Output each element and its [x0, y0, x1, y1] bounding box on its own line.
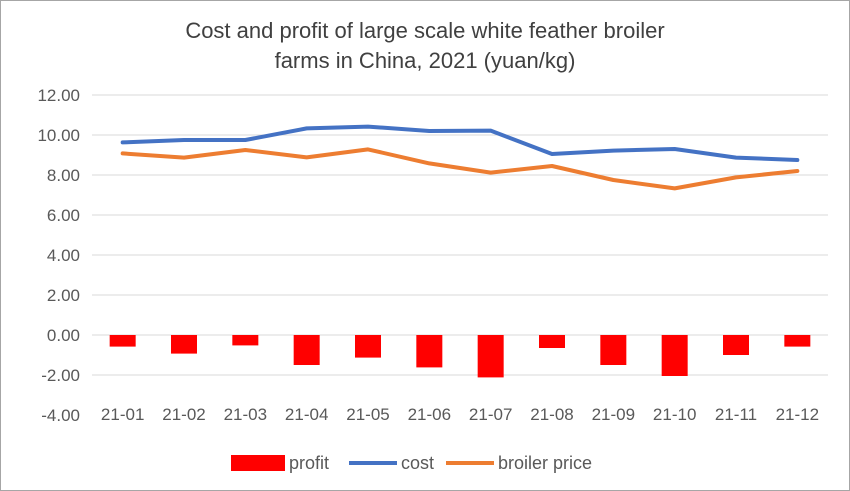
x-tick-label: 21-12: [776, 405, 819, 424]
legend-swatch-profit: [231, 455, 285, 471]
line-cost: [120, 124, 800, 162]
bar-profit: [477, 335, 504, 378]
y-tick-label: 0.00: [47, 326, 80, 345]
y-tick-label: 6.00: [47, 206, 80, 225]
bar-profit: [355, 335, 381, 358]
x-tick-label: 21-11: [715, 405, 757, 424]
x-tick-label: 21-02: [162, 405, 205, 424]
chart-title-line-1: Cost and profit of large scale white fea…: [185, 18, 664, 43]
y-tick-label: 8.00: [47, 166, 80, 185]
bar-profit: [416, 335, 443, 368]
bar-profit: [600, 335, 627, 365]
x-tick-label: 21-06: [408, 405, 451, 424]
y-tick-label: -2.00: [41, 366, 80, 385]
y-tick-label: 10.00: [37, 126, 80, 145]
bar-profit: [109, 335, 136, 347]
bar-profit: [723, 335, 749, 355]
bar-profit: [232, 335, 259, 346]
x-tick-label: 21-05: [346, 405, 389, 424]
x-tick-label: 21-07: [469, 405, 512, 424]
x-tick-label: 21-10: [653, 405, 696, 424]
bar-profit: [293, 335, 320, 365]
bar-profit: [661, 335, 688, 376]
y-tick-label: 2.00: [47, 286, 80, 305]
x-tick-label: 21-04: [285, 405, 328, 424]
x-tick-label: 21-01: [101, 405, 144, 424]
legend-label-cost: cost: [401, 453, 434, 473]
bar-profit: [784, 335, 811, 347]
legend-label-broiler-price: broiler price: [498, 453, 592, 473]
line-broiler-price: [120, 147, 800, 191]
x-tick-label: 21-03: [224, 405, 267, 424]
legend-label-profit: profit: [289, 453, 329, 473]
y-tick-label: -4.00: [41, 406, 80, 425]
x-tick-label: 21-08: [530, 405, 573, 424]
y-tick-label: 12.00: [37, 86, 80, 105]
y-tick-label: 4.00: [47, 246, 80, 265]
bar-profit: [171, 335, 197, 354]
bar-profit: [539, 335, 565, 348]
x-tick-label: 21-09: [592, 405, 635, 424]
chart-title-line-2: farms in China, 2021 (yuan/kg): [275, 48, 576, 73]
